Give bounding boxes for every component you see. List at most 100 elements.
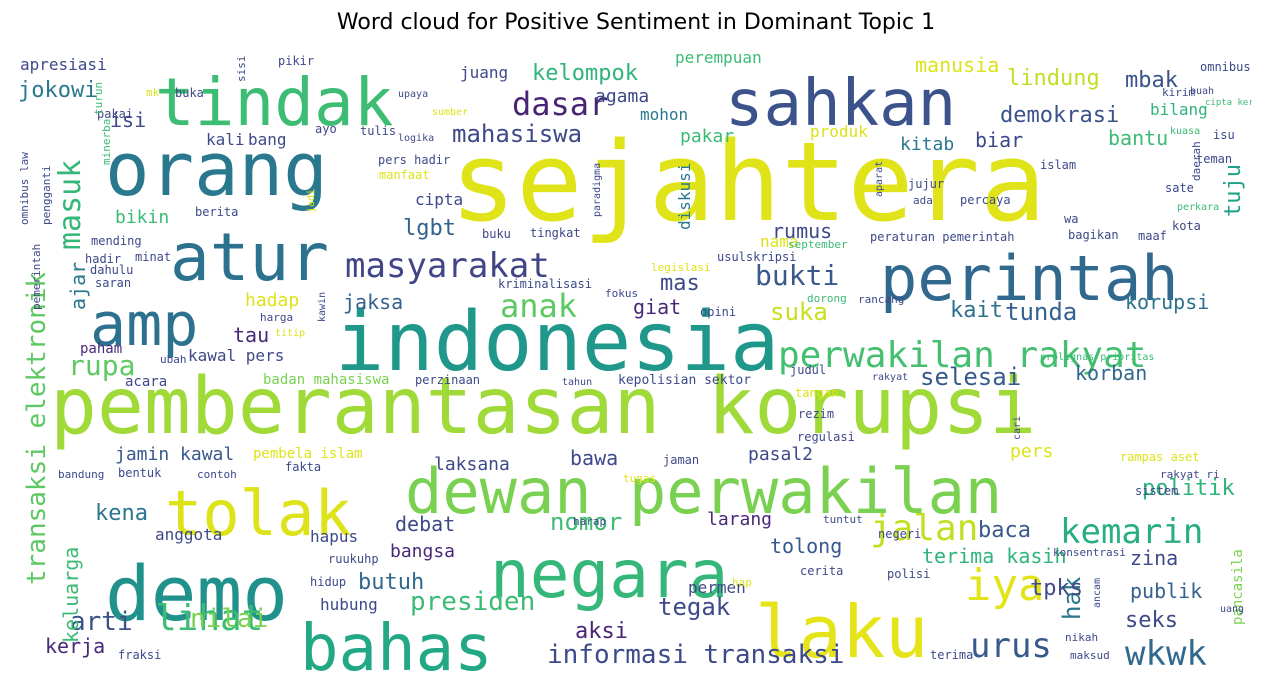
word-tuntut: tuntut — [823, 513, 863, 526]
word-dahulu: dahulu — [90, 263, 133, 277]
word-tegak: tegak — [658, 593, 731, 621]
word-paradigma: paradigma — [592, 163, 603, 217]
word-jokowi: jokowi — [20, 78, 97, 103]
word-laku: laku — [755, 590, 928, 674]
word-judul: judul — [790, 363, 826, 377]
word-hadap: hadap — [245, 290, 299, 311]
word-percaya: percaya — [960, 193, 1011, 207]
word-rumus: rumus — [772, 219, 832, 243]
word-bikin: bikin — [115, 207, 169, 228]
word-laksana: laksana — [434, 454, 510, 475]
word-aparat: aparat — [874, 161, 885, 197]
word-agama: agama — [595, 86, 649, 107]
word-pancasila: pancasila — [1230, 549, 1246, 625]
word-rezim: rezim — [798, 407, 834, 421]
word-jaman: jaman — [663, 453, 699, 467]
word-bantu: bantu — [1108, 126, 1168, 150]
word-peraturan-pemerintah: peraturan pemerintah — [870, 230, 1015, 244]
word-harap: harap — [573, 515, 606, 528]
word-tugas: tugas — [623, 472, 656, 485]
word-selesai: selesai — [920, 363, 1021, 391]
word-indonesia: indonesia — [335, 295, 779, 390]
word-opini: opini — [700, 305, 736, 319]
word-demo: demo — [105, 549, 288, 638]
word-legislasi: legislasi — [651, 261, 711, 274]
word-jadi: jadi — [306, 189, 317, 213]
word-jamin-kawal: jamin kawal — [115, 444, 234, 465]
word-saran: saran — [95, 276, 131, 290]
word-zina: zina — [1130, 546, 1178, 570]
word-fraksi: fraksi — [118, 648, 161, 662]
word-berita: berita — [195, 205, 238, 219]
word-fakta: fakta — [285, 460, 321, 474]
word-larang: larang — [707, 509, 772, 530]
word-pemerintah: pemerintah — [30, 244, 43, 310]
word-bilang: bilang — [1150, 100, 1208, 119]
word-kawin: kawin — [317, 292, 328, 322]
word-buah: buah — [1190, 86, 1214, 97]
word-isu: isu — [1213, 128, 1235, 142]
word-hak: hak — [1058, 576, 1086, 620]
word-jalan: jalan — [870, 508, 978, 549]
word-sisi: sisi — [235, 56, 248, 83]
word-demokrasi: demokrasi — [1000, 103, 1119, 128]
word-sate: sate — [1165, 181, 1194, 195]
word-kelompok: kelompok — [532, 61, 638, 86]
word-omnibus-law: omnibus law — [20, 152, 31, 225]
word-orang: orang — [105, 127, 328, 213]
word-masuk: masuk — [53, 160, 88, 250]
word-giat: giat — [633, 295, 681, 319]
word-tangan: tangan — [795, 386, 838, 400]
word-sejahtera: sejahtera — [450, 118, 1046, 246]
word-nilai: nilai — [190, 604, 268, 634]
word-sahkan: sahkan — [725, 67, 956, 141]
word-omnibus: omnibus — [1200, 60, 1251, 74]
word-pengganti: pengganti — [40, 165, 53, 225]
word-kawal-pers: kawal pers — [188, 346, 284, 365]
word-hubung: hubung — [320, 595, 378, 614]
word-cerita: cerita — [800, 564, 843, 578]
word-mohon: mohon — [640, 105, 688, 124]
word-negara: negara — [490, 536, 728, 613]
word-kirim: kirim — [1162, 86, 1195, 99]
word-paham: paham — [80, 341, 122, 357]
word-bagikan: bagikan — [1068, 228, 1119, 242]
word-upaya: upaya — [398, 89, 428, 100]
word-hap: hap — [732, 576, 752, 589]
word-presiden: presiden — [410, 587, 535, 617]
word-nikah: nikah — [1065, 631, 1098, 644]
word-lgbt: lgbt — [403, 216, 456, 241]
word-pikir: pikir — [278, 54, 314, 68]
word-publik: publik — [1130, 579, 1202, 603]
word-baca: baca — [978, 518, 1031, 543]
word-minerba: minerba — [100, 119, 113, 165]
word-usulskripsi: usulskripsi — [717, 250, 796, 264]
word-polisi: polisi — [887, 567, 930, 581]
word-dasar: dasar — [512, 85, 608, 123]
word-fokus: fokus — [605, 287, 638, 300]
word-korupsi: korupsi — [1125, 290, 1209, 314]
word-lindung: lindung — [1007, 66, 1100, 91]
word-butuh: butuh — [358, 570, 424, 595]
word-informasi-transaksi: informasi transaksi — [547, 640, 844, 670]
word-acara: acara — [125, 374, 167, 390]
word-hidup: hidup — [310, 575, 346, 589]
word-kota: kota — [1172, 219, 1201, 233]
word-keluarga: keluarga — [59, 547, 83, 643]
word-kait: kait — [950, 298, 1003, 323]
word-tau: tau — [233, 323, 269, 347]
word-ubah: ubah — [160, 353, 187, 366]
word-logika: logika — [398, 133, 434, 144]
word-biar: biar — [975, 128, 1023, 152]
word-mending: mending — [91, 234, 142, 248]
word-perzinaan: perzinaan — [415, 373, 480, 387]
word-pers-hadir: pers hadir — [378, 153, 450, 167]
word-buka: buka — [175, 86, 204, 100]
word-nomor: nomor — [550, 508, 622, 536]
word-kepolisian-sektor: kepolisian sektor — [618, 373, 751, 388]
word-tolong: tolong — [770, 534, 842, 558]
word-badan-mahasiswa: badan mahasiswa — [263, 372, 389, 388]
word-sumber: sumber — [432, 107, 468, 118]
word-juang: juang — [460, 63, 508, 82]
word-politik: politik — [1142, 476, 1235, 501]
